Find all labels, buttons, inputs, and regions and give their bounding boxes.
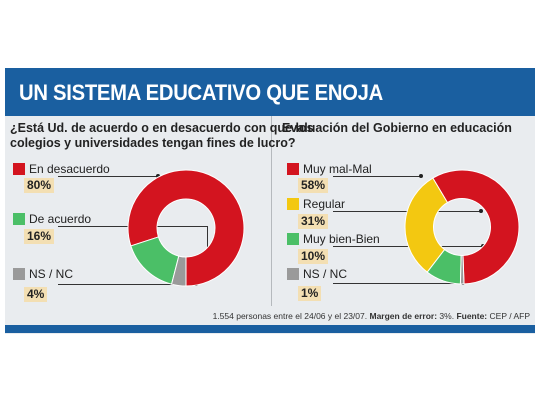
footer-bar — [5, 325, 535, 333]
column-divider — [271, 116, 272, 306]
left-question-line-1: ¿Está Ud. de acuerdo o en desacuerdo con… — [10, 121, 314, 135]
legend-label-de-acuerdo: De acuerdo — [29, 212, 92, 226]
donut-chart-right — [404, 169, 520, 285]
leader-dot-regular — [479, 209, 483, 213]
legend-value-de-acuerdo: 16% — [24, 229, 55, 244]
left-slice-en-desacuerdo — [127, 169, 245, 287]
leader-vline-de-acuerdo — [207, 226, 208, 252]
left-slice-de-acuerdo — [130, 236, 180, 285]
leader-dot-en-desacuerdo — [156, 174, 160, 178]
leader-line-muy-mal-mal — [333, 176, 421, 177]
legend-value-muy-mal-mal: 58% — [298, 178, 329, 193]
legend-value-ns-nc: 4% — [24, 287, 48, 302]
legend-label-regular: Regular — [303, 197, 346, 211]
legend-swatch-ns-nc — [13, 268, 25, 280]
donut-chart-left — [127, 169, 245, 287]
footnote-source-value: CEP / AFP — [489, 311, 530, 321]
footnote: 1.554 personas entre el 24/06 y el 23/07… — [213, 311, 530, 321]
left-question-line-2: colegios y universidades tengan fines de… — [10, 136, 296, 150]
legend-label-ns-nc: NS / NC — [29, 267, 74, 281]
footnote-margin-label: Margen de error: — [369, 311, 438, 321]
legend-swatch-muy-bien-bien — [287, 233, 299, 245]
title-bar: UN SISTEMA EDUCATIVO QUE ENOJA — [5, 68, 535, 116]
footnote-margin-value: 3%. — [439, 311, 455, 321]
legend-value-regular: 31% — [298, 214, 329, 229]
right-slice-regular — [404, 177, 449, 273]
right-slice-ns-nc — [459, 254, 465, 285]
legend-label-muy-mal-mal: Muy mal-Mal — [303, 162, 372, 176]
legend-value-en-desacuerdo: 80% — [24, 178, 55, 193]
legend-label-muy-bien-bien: Muy bien-Bien — [303, 232, 380, 246]
legend-swatch-muy-mal-mal — [287, 163, 299, 175]
leader-dot-muy-mal-mal — [419, 174, 423, 178]
legend-swatch-en-desacuerdo — [13, 163, 25, 175]
footnote-source-label: Fuente: — [456, 311, 488, 321]
legend-value-muy-bien-bien: 10% — [298, 249, 329, 264]
right-slice-muy-mal-mal — [432, 169, 520, 285]
right-question: Evaluación del Gobierno en educación — [282, 121, 512, 135]
leader-line-ns-nc — [58, 284, 196, 285]
legend-swatch-de-acuerdo — [13, 213, 25, 225]
legend-label-ns-nc-right: NS / NC — [303, 267, 348, 281]
leader-line-ns-nc-right — [333, 283, 463, 284]
left-slice-ns-nc — [170, 255, 187, 287]
legend-label-en-desacuerdo: En desacuerdo — [29, 162, 110, 176]
legend-swatch-regular — [287, 198, 299, 210]
leader-line-en-desacuerdo — [58, 176, 158, 177]
legend-swatch-ns-nc-right — [287, 268, 299, 280]
footnote-main: 1.554 personas entre el 24/06 y el 23/07… — [212, 311, 368, 321]
legend-value-ns-nc-right: 1% — [298, 286, 322, 301]
page-title: UN SISTEMA EDUCATIVO QUE ENOJA — [19, 80, 383, 105]
